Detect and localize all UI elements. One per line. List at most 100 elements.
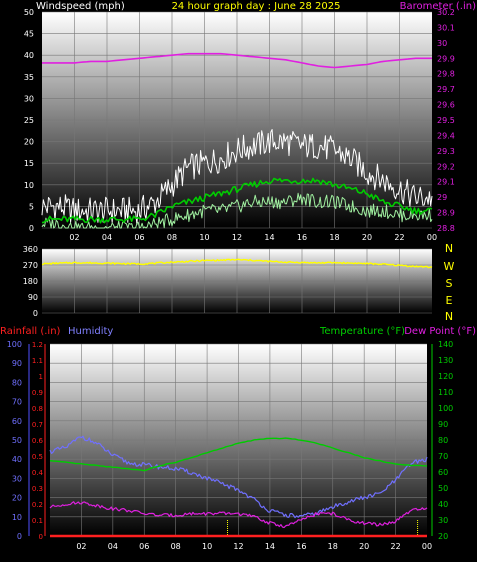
barometer-line [42,52,432,69]
barometer-y-tick-label: 29.9 [437,54,455,63]
humidity-y-tick-label: 10 [12,513,22,522]
rainfall-y-tick-label: 0.3 [32,485,43,493]
direction-series [41,258,433,269]
wind-y-tick-label: 0 [29,224,34,233]
windspeed-axis-label: Windspeed (mph) [36,1,125,12]
wind-x-tick-label: 06 [134,233,144,242]
temp-x-tick-label: 06 [139,542,149,551]
temperature-y-tick-label: 70 [438,452,448,461]
rainfall-y-tick-label: 0 [39,533,43,541]
direction-grid [42,248,432,314]
rainfall-y-tick-label: 1.2 [32,341,43,349]
dewpoint-line [49,501,428,529]
direction-y-tick-label: 0 [33,309,38,318]
barometer-y-tick-label: 29.6 [437,101,455,110]
temperature-y-ticks: 20 30 40 50 60 70 80 90 100 110 120 130 140 [438,340,453,541]
barometer-y-tick-label: 29.3 [437,147,455,156]
wind-x-tick-label: 10 [199,233,209,242]
wind-x-tick-label: 12 [232,233,242,242]
barometer-y-tick-label: 28.8 [437,224,455,233]
barometer-y-tick-label: 29.5 [437,116,455,125]
wind-x-tick-label: 14 [264,233,274,242]
direction-y-tick-label: 360 [23,245,38,254]
rainfall-y-tick-label: 0.5 [32,453,43,461]
minimum-line [41,192,433,229]
temperature-y-tick-label: 130 [438,356,453,365]
wind-x-tick-label: 20 [362,233,372,242]
wind-y-tick-label: 50 [24,8,34,17]
temperature-y-tick-label: 110 [438,388,453,397]
temp-x-tick-label: 18 [328,542,338,551]
wind-y-tick-label: 10 [24,181,34,190]
rainfall-y-tick-label: 1 [39,373,43,381]
barometer-y-tick-label: 30.1 [437,23,455,32]
rainfall-y-ticks: 0 0.1 0.2 0.3 0.4 0.5 0.6 0.7 0.8 0.9 1 1.1 1.2 [32,341,44,541]
rainfall-y-tick-label: 0.8 [32,405,43,413]
temp-x-tick-label: 10 [202,542,212,551]
barometer-axis-label: Barometer (.in) [400,1,476,12]
temperature-y-tick-label: 30 [438,516,448,525]
compass-label: E [446,294,453,307]
barometer-y-tick-label: 29.1 [437,178,455,187]
gust-line [41,129,433,225]
humidity-line [49,435,428,519]
rainfall-y-tick-label: 0.9 [32,389,43,397]
temperature-line [49,437,428,472]
humidity-y-tick-label: 0 [17,532,22,541]
rainfall-y-tick-label: 1.1 [32,357,43,365]
temp-series [49,435,428,538]
wind-y-tick-label: 35 [24,73,34,82]
wind-y-tick-label: 30 [24,94,34,103]
rainfall-y-tick-label: 0.4 [32,469,44,477]
humidity-y-tick-label: 20 [12,494,22,503]
wind-y-tick-label: 20 [24,138,34,147]
compass-label: S [446,277,453,290]
temperature-y-tick-label: 40 [438,500,448,509]
temp-x-tick-label: 12 [233,542,243,551]
rainfall-y-tick-label: 0.1 [32,517,43,525]
humidity-y-ticks: 0 10 20 30 40 50 60 70 80 90 100 [7,340,22,541]
wind-direction-line [41,258,433,269]
wind-x-tick-label: 00 [427,233,437,242]
wind-x-tick-label: 02 [69,233,79,242]
wind-y-tick-label: 15 [24,159,34,168]
temp-x-ticks: 02 04 06 08 10 12 14 16 18 20 22 00 [76,542,432,551]
humidity-y-tick-label: 70 [12,398,22,407]
barometer-y-tick-label: 29.2 [437,162,455,171]
compass-label: W [444,260,455,273]
direction-y-tick-label: 270 [23,261,38,270]
wind-y-tick-label: 45 [24,30,34,39]
barometer-y-tick-label: 30.2 [437,8,455,17]
humidity-y-tick-label: 60 [12,417,22,426]
wind-y-tick-label: 40 [24,51,34,60]
temp-x-tick-label: 14 [265,542,275,551]
temperature-y-tick-label: 140 [438,340,453,349]
wind-x-ticks: 02 04 06 08 10 12 14 16 18 20 22 00 [69,233,437,242]
wind-y-tick-label: 5 [29,202,34,211]
barometer-y-tick-label: 29.8 [437,70,455,79]
dewpoint-axis-label: Dew Point (°F) [404,326,476,337]
barometer-y-ticks: 28.8 28.9 29 29.1 29.2 29.3 29.4 29.5 29.6 29.7 29… [437,8,455,233]
barometer-y-tick-label: 29.4 [437,131,455,140]
wind-x-tick-label: 04 [102,233,112,242]
temp-x-tick-label: 16 [296,542,306,551]
direction-y-ticks: 0 90 180 270 360 [23,245,38,318]
rainfall-y-tick-label: 0.6 [32,437,44,445]
temperature-y-tick-label: 120 [438,372,453,381]
humidity-y-tick-label: 100 [7,340,22,349]
barometer-y-tick-label: 28.9 [437,209,455,218]
wind-y-tick-label: 25 [24,116,34,125]
compass-label: N [445,242,453,255]
wind-x-tick-label: 22 [394,233,404,242]
compass-label: N [445,310,453,323]
barometer-y-tick-label: 30 [437,39,447,48]
temp-x-tick-label: 20 [359,542,369,551]
rainfall-y-tick-label: 0.2 [32,501,43,509]
humidity-y-tick-label: 40 [12,455,22,464]
temperature-y-tick-label: 80 [438,436,448,445]
temp-x-tick-label: 04 [108,542,118,551]
